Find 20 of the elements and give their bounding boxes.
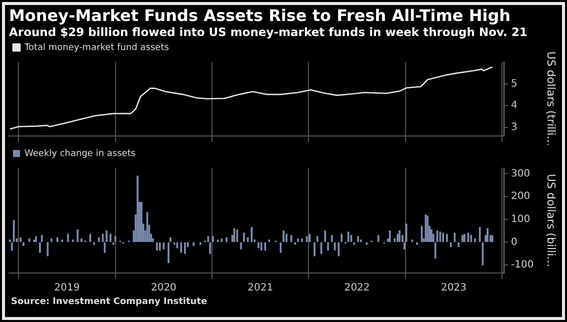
y-tick-label: 100 — [511, 214, 530, 225]
legend-label: Total money-market fund assets — [24, 42, 170, 53]
y-axis-title: US dollars (billi… — [544, 174, 558, 268]
x-tick-label: 2020 — [150, 282, 176, 294]
chart-title: Money-Market Funds Assets Rise to Fresh All-Time High — [9, 6, 512, 25]
x-tick-label: 2019 — [54, 282, 80, 294]
y-tick-label: 300 — [511, 168, 530, 180]
x-tick-label: 2023 — [441, 282, 466, 294]
x-tick-label: 2021 — [248, 282, 274, 294]
legend-label: Weekly change in assets — [24, 148, 136, 159]
source-note: Source: Investment Company Institute — [11, 297, 208, 307]
y-axis-title: US dollars (trilli… — [544, 51, 558, 147]
chart-subtitle: Around $29 billion flowed into US money-market funds in week through Nov. 21 — [9, 25, 528, 39]
y-tick-label: 5 — [511, 78, 518, 90]
y-tick-label: 0 — [511, 236, 518, 248]
y-tick-label: 200 — [511, 191, 530, 202]
y-tick-label: -100 — [511, 260, 534, 271]
x-tick-label: 2022 — [344, 282, 370, 294]
y-tick-label: 3 — [511, 122, 518, 133]
y-tick-label: 4 — [511, 100, 518, 112]
